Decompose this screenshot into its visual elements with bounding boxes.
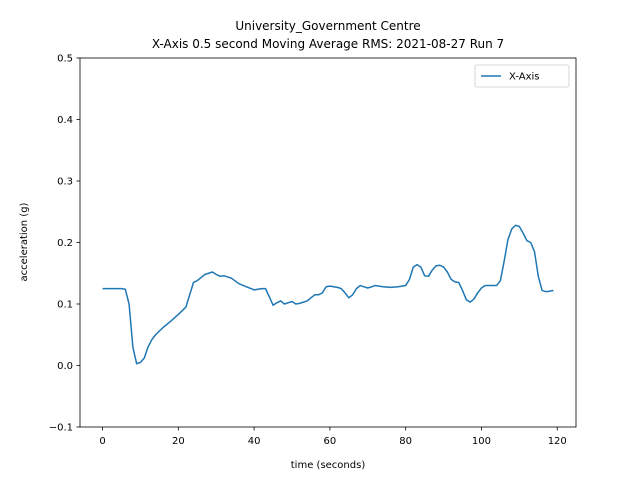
y-tick-label: 0.5	[57, 54, 73, 65]
y-tick-label: 0.1	[57, 300, 73, 311]
legend-box	[474, 64, 570, 88]
x-axis-label: time (seconds)	[291, 460, 366, 471]
y-tick-label: 0.4	[57, 115, 73, 126]
x-tick-label: 60	[324, 436, 337, 447]
line-series	[102, 224, 554, 365]
y-axis-label: acceleration (g)	[19, 202, 30, 281]
y-tick-label: 0.3	[57, 177, 73, 188]
axes-frame	[79, 57, 577, 428]
y-tick-label: 0.2	[57, 238, 73, 249]
legend-label: X-Axis	[509, 72, 540, 83]
y-tick-label: −0.1	[49, 423, 73, 434]
x-tick-label: 120	[548, 436, 567, 447]
x-tick-label: 40	[248, 436, 261, 447]
chart-subtitle: X-Axis 0.5 second Moving Average RMS: 20…	[152, 37, 504, 51]
x-tick-label: 100	[472, 436, 491, 447]
x-tick-label: 0	[99, 436, 105, 447]
y-tick-label: 0.0	[57, 361, 73, 372]
x-tick-label: 80	[399, 436, 412, 447]
chart-title: University_Government Centre	[235, 19, 420, 33]
x-tick-label: 20	[172, 436, 185, 447]
